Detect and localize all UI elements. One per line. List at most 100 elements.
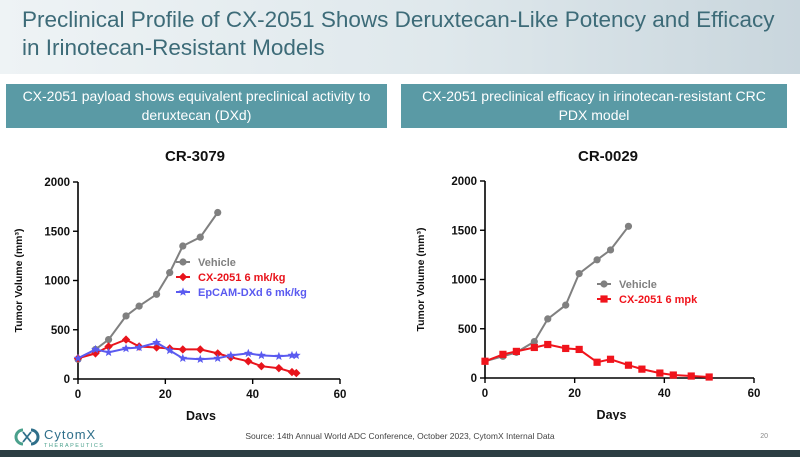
data-point (73, 353, 83, 362)
data-point (166, 269, 174, 277)
y-tick-label: 0 (64, 374, 70, 386)
data-point (593, 358, 601, 366)
data-point (705, 373, 713, 381)
chart-title: CR-0029 (578, 148, 638, 165)
legend-marker (600, 295, 608, 303)
data-point (656, 369, 664, 377)
data-point (669, 371, 677, 379)
x-tick-label: 20 (568, 388, 581, 400)
data-point (512, 347, 520, 356)
data-point (134, 342, 144, 352)
series-2 (73, 338, 301, 363)
data-point (121, 343, 131, 353)
data-point (196, 345, 205, 354)
data-point (213, 349, 222, 358)
chart-cr-0029: CR-0029 0 500 1000 1500 2000 0 20 40 60 Days Tumor … (415, 148, 761, 420)
y-tick-label: 1500 (44, 226, 70, 238)
company-logo: CytomX THERAPEUTICS (14, 426, 105, 449)
legend-marker (179, 258, 187, 266)
y-tick-label: 0 (471, 373, 477, 385)
data-point (257, 350, 266, 360)
data-point (593, 256, 601, 264)
y-tick-label: 2000 (451, 176, 477, 188)
y-axis-label: Tumor Volume (mm³) (415, 227, 427, 331)
logo-subtitle: THERAPEUTICS (44, 442, 105, 449)
legend-label: CX-2051 6 mpk (619, 294, 698, 306)
right-panel-heading: CX-2051 preclinical efficacy in irinotec… (401, 84, 787, 128)
logo-name: CytomX (44, 426, 97, 442)
series-0 (481, 222, 633, 365)
series-line (484, 225, 630, 363)
data-point (292, 350, 301, 360)
x-tick-label: 0 (482, 388, 488, 400)
data-point (530, 343, 538, 352)
series-0 (74, 208, 222, 363)
y-tick-label: 1500 (451, 225, 477, 237)
legend-label: EpCAM-DXd 6 mk/kg (198, 287, 307, 299)
data-point (562, 344, 570, 353)
data-point (91, 344, 100, 354)
header-banner: Preclinical Profile of CX-2051 Shows Der… (0, 0, 800, 74)
series-line (77, 338, 297, 375)
x-axis-label: Days (186, 409, 216, 420)
data-point (153, 290, 161, 298)
data-point (104, 342, 113, 351)
data-point (287, 350, 297, 360)
data-point (244, 357, 253, 366)
legend-label: Vehicle (198, 257, 236, 269)
y-axis-label: Tumor Volume (mm³) (13, 228, 25, 332)
data-point (624, 361, 633, 369)
x-axis-label: Days (597, 408, 627, 420)
data-point (104, 347, 113, 357)
page-number: 20 (760, 433, 768, 440)
x-tick-label: 60 (334, 389, 347, 401)
x-tick-label: 40 (658, 388, 671, 400)
y-tick-label: 500 (458, 324, 477, 336)
bottom-bar (0, 450, 800, 457)
data-point (165, 345, 175, 355)
data-point (214, 208, 222, 217)
x-tick-label: 60 (748, 388, 761, 400)
y-tick-label: 1000 (451, 275, 477, 287)
y-tick-label: 1000 (44, 276, 70, 288)
data-point (257, 361, 266, 371)
data-point (121, 335, 131, 344)
data-point (196, 233, 204, 241)
data-point (274, 351, 284, 361)
data-point (226, 350, 236, 360)
series-line (77, 341, 297, 361)
x-tick-label: 40 (246, 389, 259, 401)
data-point (562, 301, 570, 309)
data-point (606, 246, 615, 254)
slide-title: Preclinical Profile of CX-2051 Shows Der… (22, 7, 775, 60)
data-point (606, 355, 615, 363)
data-point (274, 363, 284, 373)
data-point (575, 345, 583, 354)
chart-cr-3079: CR-3079 0 500 1000 1500 2000 0 20 40 60 Days Tumor … (13, 148, 347, 420)
data-point (152, 338, 161, 347)
legend-marker (178, 287, 188, 296)
data-point (624, 222, 633, 230)
data-point (179, 242, 187, 250)
x-tick-label: 0 (75, 389, 81, 401)
data-point (243, 348, 253, 358)
x-tick-label: 20 (159, 389, 172, 401)
data-point (530, 337, 538, 346)
source-footnote: Source: 14th Annual World ADC Conference… (245, 431, 555, 441)
data-point (687, 372, 695, 380)
legend-label: Vehicle (619, 279, 657, 291)
y-tick-label: 2000 (44, 177, 70, 189)
data-point (499, 350, 507, 358)
data-point (481, 357, 489, 365)
legend-label: CX-2051 6 mk/kg (198, 272, 285, 284)
data-point (195, 354, 205, 363)
data-point (544, 340, 552, 349)
legend-marker (178, 272, 188, 282)
data-point (544, 315, 552, 323)
data-point (213, 353, 223, 362)
legend-marker (600, 280, 608, 288)
y-tick-label: 500 (51, 325, 70, 337)
data-point (638, 365, 646, 373)
data-point (178, 353, 188, 362)
chart-title: CR-3079 (165, 148, 225, 165)
